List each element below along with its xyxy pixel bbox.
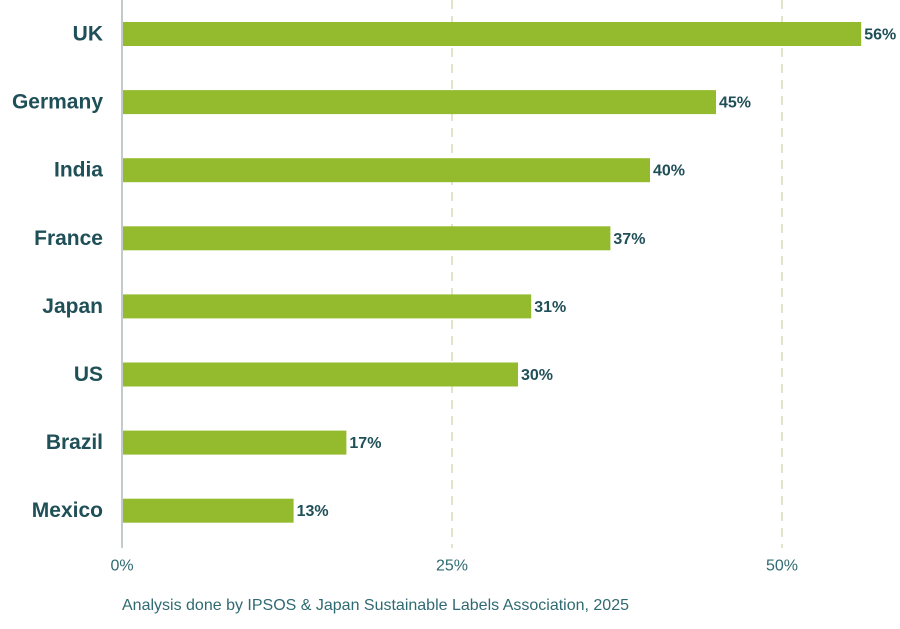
category-labels: UK Germany India France Japan US Brazil Mexico bbox=[12, 23, 103, 523]
x-tick-label-2: 50% bbox=[766, 558, 798, 575]
value-label-2: 40% bbox=[653, 163, 685, 180]
value-labels: 56% 45% 40% 37% 31% 30% 17% 13% bbox=[297, 27, 897, 521]
bar-4 bbox=[123, 294, 532, 319]
category-label-3: France bbox=[34, 227, 103, 250]
value-label-3: 37% bbox=[613, 231, 645, 248]
category-label-0: UK bbox=[73, 23, 103, 46]
category-label-6: Brazil bbox=[46, 431, 103, 454]
bar-5 bbox=[123, 362, 518, 387]
x-axis-ticks: 0% 25% 50% bbox=[110, 558, 798, 575]
x-tick-label-0: 0% bbox=[110, 558, 133, 575]
value-label-5: 30% bbox=[521, 367, 553, 384]
category-label-7: Mexico bbox=[32, 499, 103, 522]
bar-0 bbox=[123, 22, 862, 46]
bar-7 bbox=[123, 498, 294, 523]
category-label-2: India bbox=[54, 159, 103, 182]
bar-2 bbox=[123, 158, 650, 183]
x-tick-label-1: 25% bbox=[436, 558, 468, 575]
gridlines bbox=[121, 0, 783, 548]
category-label-4: Japan bbox=[42, 295, 103, 318]
value-label-0: 56% bbox=[864, 27, 896, 44]
bar-3 bbox=[123, 226, 611, 251]
bars bbox=[123, 22, 862, 523]
value-label-4: 31% bbox=[534, 299, 566, 316]
source-note: Analysis done by IPSOS & Japan Sustainab… bbox=[122, 597, 629, 614]
bar-6 bbox=[123, 430, 347, 455]
category-label-1: Germany bbox=[12, 91, 103, 114]
bar-1 bbox=[123, 90, 716, 115]
category-label-5: US bbox=[74, 363, 103, 386]
value-label-6: 17% bbox=[349, 435, 381, 452]
value-label-7: 13% bbox=[297, 503, 329, 520]
value-label-1: 45% bbox=[719, 95, 751, 112]
